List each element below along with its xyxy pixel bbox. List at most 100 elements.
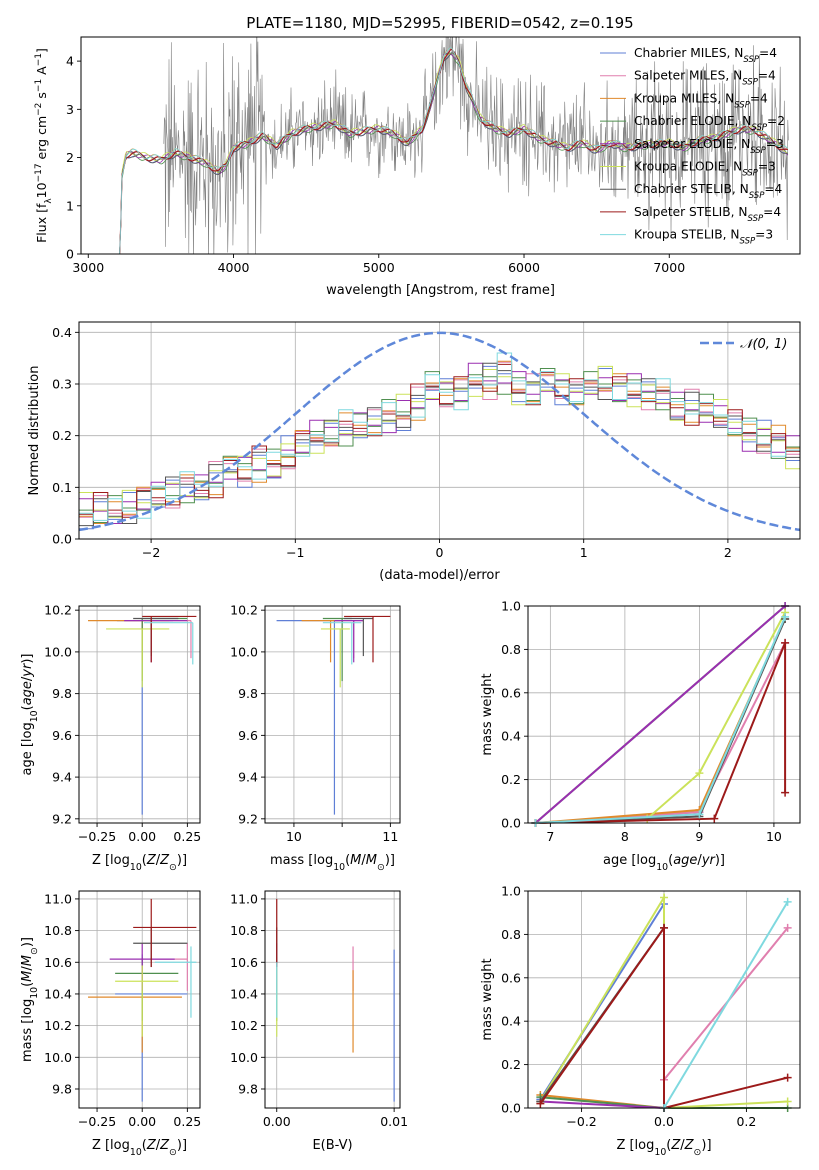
age_vs_Z-panel: −0.25 0.00 0.25 9.2 9.4 9.6 9.8 10.0 10.2 Z [log1… — [20, 603, 201, 873]
series-marker — [660, 923, 668, 932]
model-spectrum-line — [117, 47, 789, 254]
y-tick-label: 10.0 — [230, 1050, 258, 1065]
axes-frame — [264, 890, 401, 1109]
y-tick-label: 0.0 — [501, 1101, 521, 1116]
y-tick-label: 0.2 — [501, 772, 521, 787]
y-tick-label: 10.8 — [230, 923, 258, 938]
normal-curve — [79, 331, 800, 532]
figure-title: PLATE=1180, MJD=52995, FIBERID=0542, z=0… — [246, 14, 633, 32]
x-tick-label: 11 — [382, 829, 398, 844]
age_vs_mass-panel: 10 11 9.2 9.4 9.6 9.8 10.0 10.2 mass [log10(M/M⊙… — [230, 603, 401, 873]
y-tick-label: 10.0 — [44, 644, 72, 659]
massweight_vs_age-panel: 7 8 9 10 0.0 0.2 0.4 0.6 0.8 1.0 age [log10(age/yr… — [480, 599, 801, 873]
series-marker — [781, 638, 790, 647]
series-marker — [536, 1099, 545, 1108]
legend-entry: Kroupa MILES, NSSP=4 — [634, 91, 768, 110]
series-line — [540, 1100, 665, 1109]
x-axis-label: (data-model)/error — [379, 568, 500, 583]
y-tick-label: 10.6 — [230, 955, 258, 970]
x-tick-label: −0.25 — [78, 829, 116, 844]
y-tick-label: 10.4 — [230, 986, 258, 1001]
y-tick-label: 10.4 — [44, 986, 72, 1001]
y-tick-label: 10.2 — [44, 1018, 72, 1033]
x-tick-label: −2 — [142, 545, 160, 560]
y-tick-label: 10.0 — [44, 1050, 72, 1065]
y-tick-label: 0.0 — [52, 532, 72, 547]
y-tick-label: 0.3 — [52, 377, 72, 392]
series-line — [539, 924, 788, 1110]
x-tick-label: 4000 — [218, 260, 250, 275]
series-marker — [660, 893, 668, 902]
x-tick-label: 0.2 — [736, 1114, 756, 1129]
y-axis-label: mass weight — [480, 958, 495, 1040]
y-tick-label: 1.0 — [501, 884, 521, 899]
x-tick-label: 0.25 — [173, 829, 201, 844]
x-axis-label: Z [log10(Z/Z⊙)] — [92, 853, 187, 873]
y-tick-label: 9.8 — [238, 686, 258, 701]
mass_vs_Z-panel: −0.25 0.00 0.25 9.8 10.0 10.2 10.4 10.6 10.8 11.0… — [20, 890, 201, 1158]
y-tick-label: 9.4 — [238, 770, 258, 785]
y-tick-label: 0.8 — [501, 642, 521, 657]
series-marker — [695, 810, 704, 819]
data-spectrum — [163, 37, 789, 254]
y-tick-label: 3 — [66, 102, 74, 117]
plot-area — [88, 615, 197, 815]
y-tick-label: 1 — [66, 198, 74, 213]
axes-frame — [264, 605, 401, 824]
series-line — [534, 605, 786, 824]
y-tick-label: 0.1 — [52, 480, 72, 495]
y-tick-label: 0 — [66, 247, 74, 262]
y-axis-label: Flux [fλ10−17 erg cm−2 s−1 A−1] — [34, 48, 54, 243]
legend-entry: Chabrier STELIB, NSSP=4 — [634, 182, 783, 201]
y-tick-label: 0.6 — [501, 970, 521, 985]
y-tick-label: 9.8 — [238, 1081, 258, 1096]
histogram-step — [79, 352, 800, 521]
legend-entry: Kroupa STELIB, NSSP=3 — [634, 228, 773, 247]
y-tick-label: 0.2 — [52, 428, 72, 443]
y-tick-label: 4 — [66, 54, 74, 69]
axes-frame — [80, 36, 801, 255]
legend-entry: Kroupa ELODIE, NSSP=3 — [634, 160, 776, 179]
plot-area — [88, 898, 197, 1102]
plot-area — [79, 331, 800, 532]
legend-entry: Chabrier ELODIE, NSSP=2 — [634, 114, 785, 133]
massweight_vs_Z-panel: −0.2 0.0 0.2 0.0 0.2 0.4 0.6 0.8 1.0 Z [log10(Z/Z… — [480, 884, 801, 1158]
x-tick-label: 0.00 — [128, 1114, 156, 1129]
x-axis-label: wavelength [Angstrom, rest frame] — [326, 283, 555, 298]
x-tick-label: 0.01 — [380, 1114, 408, 1129]
y-axis-label: age [log10(age/yr)] — [20, 653, 40, 775]
x-tick-label: −0.25 — [78, 1114, 116, 1129]
x-tick-label: 7000 — [653, 260, 685, 275]
axes-frame — [78, 605, 201, 824]
x-tick-label: 6000 — [508, 260, 540, 275]
y-tick-label: 10.6 — [44, 955, 72, 970]
y-tick-label: 1.0 — [501, 599, 521, 614]
y-tick-label: 9.2 — [238, 811, 258, 826]
y-tick-label: 11.0 — [230, 891, 258, 906]
x-tick-label: 10 — [286, 829, 302, 844]
series-marker — [781, 788, 790, 797]
y-tick-label: 0.6 — [501, 685, 521, 700]
y-axis-label: mass weight — [480, 673, 495, 755]
x-axis-label: age [log10(age/yr)] — [603, 853, 725, 873]
x-tick-label: 3000 — [72, 260, 104, 275]
y-axis-label: mass [log10(M/M⊙)] — [20, 937, 40, 1062]
x-axis-label: mass [log10(M/M⊙)] — [270, 853, 395, 873]
x-tick-label: 9 — [695, 829, 703, 844]
y-tick-label: 9.8 — [52, 686, 72, 701]
plot-area — [276, 615, 391, 815]
series-marker — [783, 923, 792, 932]
y-tick-label: 9.8 — [52, 1081, 72, 1096]
y-tick-label: 9.4 — [52, 770, 72, 785]
y-tick-label: 9.6 — [238, 728, 258, 743]
y-tick-label: 10.0 — [230, 644, 258, 659]
x-tick-label: 0 — [436, 545, 444, 560]
x-tick-label: 1 — [580, 545, 588, 560]
model-spectrum-line — [117, 52, 788, 254]
y-tick-label: 0.8 — [501, 927, 521, 942]
x-axis-label: E(B-V) — [312, 1138, 352, 1153]
x-tick-label: 0.00 — [263, 1114, 291, 1129]
y-tick-label: 11.0 — [44, 891, 72, 906]
x-tick-label: −0.2 — [566, 1114, 596, 1129]
